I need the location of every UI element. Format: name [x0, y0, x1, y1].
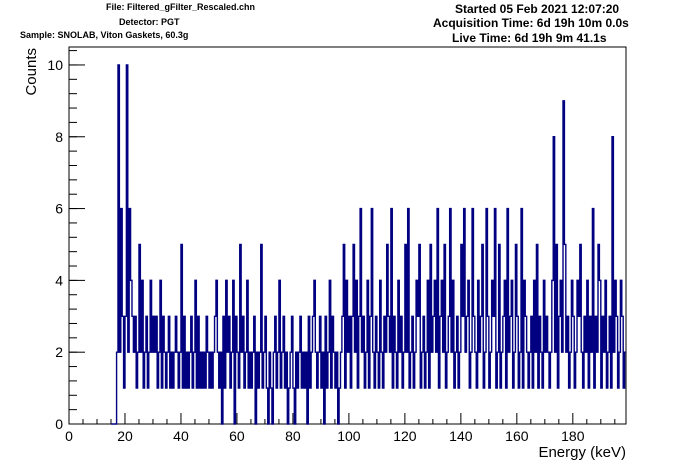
x-tick-label: 20	[117, 428, 133, 444]
ticks	[68, 50, 616, 425]
tick-labels: 0 20 40 60 80 100 120 140 160 180 0 2 4 6 8 10	[47, 57, 584, 444]
detector-label: Detector: PGT	[119, 17, 180, 27]
plot-frame	[68, 46, 627, 425]
y-tick-label: 0	[55, 416, 63, 432]
y-tick-label: 10	[47, 57, 63, 73]
y-tick-label: 6	[55, 201, 63, 217]
x-tick-label: 60	[229, 428, 245, 444]
acquisition-time-label: Acquisition Time: 6d 19h 10m 0.0s	[433, 16, 629, 30]
axes	[68, 46, 627, 425]
x-tick-label: 80	[285, 428, 301, 444]
start-time-label: Started 05 Feb 2021 12:07:20	[455, 2, 620, 16]
x-tick-label: 120	[393, 428, 417, 444]
y-tick-label: 4	[55, 272, 63, 288]
y-tick-label: 8	[55, 129, 63, 145]
x-tick-label: 40	[173, 428, 189, 444]
y-axis-title: Counts	[23, 48, 40, 96]
x-tick-label: 140	[449, 428, 473, 444]
x-tick-label: 180	[561, 428, 585, 444]
spectrum-histogram-line	[110, 64, 626, 425]
sample-label: Sample: SNOLAB, Viton Gaskets, 60.3g	[20, 30, 189, 40]
x-axis-title: Energy (keV)	[538, 444, 626, 461]
live-time-label: Live Time: 6d 19h 9m 41.1s	[452, 31, 607, 45]
x-tick-label: 100	[337, 428, 361, 444]
y-tick-label: 2	[55, 344, 63, 360]
file-name-label: File: Filtered_gFilter_Rescaled.chn	[106, 2, 256, 12]
x-tick-label: 0	[65, 428, 73, 444]
x-tick-label: 160	[505, 428, 529, 444]
